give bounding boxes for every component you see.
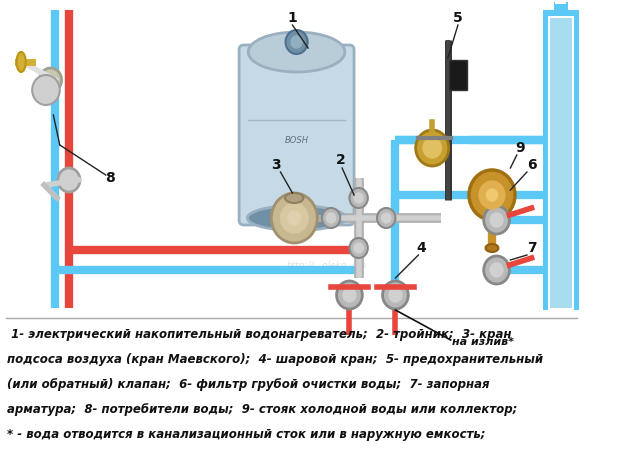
Circle shape xyxy=(423,138,441,158)
Circle shape xyxy=(343,288,356,302)
Text: 7: 7 xyxy=(527,241,536,255)
Circle shape xyxy=(377,208,396,228)
Text: * - вода отводится в канализационный сток или в наружную емкость;: * - вода отводится в канализационный сто… xyxy=(8,428,486,441)
Circle shape xyxy=(490,263,503,277)
Text: http://...oleko...ua: http://...oleko...ua xyxy=(287,260,366,270)
Ellipse shape xyxy=(247,206,346,230)
Circle shape xyxy=(322,208,340,228)
Circle shape xyxy=(484,206,510,234)
Circle shape xyxy=(327,213,335,223)
Circle shape xyxy=(490,213,503,227)
Circle shape xyxy=(291,36,302,48)
Text: 5: 5 xyxy=(453,11,463,25)
Text: 6: 6 xyxy=(527,158,536,172)
Bar xyxy=(449,60,467,90)
Circle shape xyxy=(337,281,362,309)
Text: подсоса воздуха (кран Маевского);  4- шаровой кран;  5- предохранительный: подсоса воздуха (кран Маевского); 4- шар… xyxy=(8,353,543,366)
Text: BOSH: BOSH xyxy=(285,136,309,144)
Bar xyxy=(548,16,574,310)
Text: 9: 9 xyxy=(515,141,524,155)
Circle shape xyxy=(479,181,505,209)
Text: 1- электрический накопительный водонагреватель;  2- тройник;  3- кран: 1- электрический накопительный водонагре… xyxy=(8,328,512,341)
FancyBboxPatch shape xyxy=(239,45,354,225)
Bar xyxy=(543,10,579,310)
Text: 3: 3 xyxy=(271,158,281,172)
Circle shape xyxy=(469,170,515,220)
Circle shape xyxy=(382,281,408,309)
Circle shape xyxy=(389,288,402,302)
Circle shape xyxy=(382,213,391,223)
Circle shape xyxy=(271,193,317,243)
Circle shape xyxy=(486,189,498,201)
Text: 4: 4 xyxy=(417,241,426,255)
Circle shape xyxy=(349,188,368,208)
Circle shape xyxy=(354,243,363,253)
Circle shape xyxy=(416,130,449,166)
Ellipse shape xyxy=(285,193,304,203)
Circle shape xyxy=(288,211,301,225)
Ellipse shape xyxy=(486,244,498,252)
Ellipse shape xyxy=(16,52,26,72)
Circle shape xyxy=(349,238,368,258)
Bar xyxy=(550,18,572,308)
Circle shape xyxy=(32,75,60,105)
Circle shape xyxy=(484,256,510,284)
Text: арматура;  8- потребители воды;  9- стояк холодной воды или коллектор;: арматура; 8- потребители воды; 9- стояк … xyxy=(8,403,518,416)
Text: (или обратный) клапан;  6- фильтр грубой очистки воды;  7- запорная: (или обратный) клапан; 6- фильтр грубой … xyxy=(8,378,490,391)
Text: 2: 2 xyxy=(335,153,345,167)
Ellipse shape xyxy=(249,32,345,72)
Circle shape xyxy=(58,168,80,192)
Bar xyxy=(553,2,568,12)
Text: на излив*: на излив* xyxy=(453,337,514,347)
Text: 8: 8 xyxy=(105,171,115,185)
Circle shape xyxy=(280,203,308,233)
Text: 1: 1 xyxy=(288,11,297,25)
Circle shape xyxy=(354,193,363,203)
Bar xyxy=(555,0,566,4)
Circle shape xyxy=(39,68,61,92)
Circle shape xyxy=(285,30,307,54)
